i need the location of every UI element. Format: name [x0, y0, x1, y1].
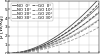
NO 30° — [44, 47, 45, 48]
NO  0° — [18, 52, 20, 53]
GO 10° — [65, 36, 66, 37]
NO 10° — [74, 27, 75, 28]
Line: NO 10°: NO 10° — [8, 6, 99, 53]
NO 30° — [74, 34, 75, 35]
GO 10° — [73, 31, 74, 32]
NO 20° — [37, 48, 38, 49]
Legend: NO  0°, NO 10°, NO 20°, NO 30°, GO  0°, GO 10°, GO 20°, GO 30°: NO 0°, NO 10°, NO 20°, NO 30°, GO 0°, GO… — [11, 3, 53, 21]
GO 20° — [8, 53, 9, 54]
GO  0° — [44, 45, 45, 46]
GO  0° — [8, 53, 9, 54]
NO  0° — [44, 43, 45, 44]
Line: NO 30°: NO 30° — [8, 19, 99, 53]
NO 20° — [65, 36, 66, 37]
Line: GO 10°: GO 10° — [8, 12, 99, 53]
GO 20° — [73, 35, 74, 36]
GO 30° — [74, 39, 75, 40]
NO 30° — [98, 19, 100, 20]
GO 10° — [44, 46, 45, 47]
NO 10° — [65, 33, 66, 34]
GO  0° — [74, 26, 75, 27]
NO 30° — [37, 49, 38, 50]
NO 30° — [18, 52, 20, 53]
Y-axis label: p [W/kg]: p [W/kg] — [0, 16, 4, 38]
GO 10° — [18, 52, 20, 53]
GO 30° — [73, 39, 74, 40]
NO 10° — [98, 6, 100, 7]
NO 30° — [8, 53, 9, 54]
GO 20° — [74, 35, 75, 36]
GO  0° — [18, 52, 20, 53]
NO 20° — [18, 52, 20, 53]
Line: GO 30°: GO 30° — [8, 27, 99, 53]
NO 10° — [73, 27, 74, 28]
NO 20° — [8, 53, 9, 54]
Line: GO 20°: GO 20° — [8, 20, 99, 53]
GO 10° — [8, 53, 9, 54]
GO 10° — [37, 48, 38, 49]
NO 20° — [73, 31, 74, 32]
GO 20° — [37, 49, 38, 50]
NO  0° — [73, 23, 74, 24]
NO 10° — [37, 47, 38, 48]
NO  0° — [37, 46, 38, 47]
GO 30° — [8, 53, 9, 54]
NO  0° — [8, 53, 9, 54]
GO 30° — [65, 42, 66, 43]
GO  0° — [98, 3, 100, 4]
Line: GO  0°: GO 0° — [8, 4, 99, 53]
NO 10° — [18, 52, 20, 53]
GO  0° — [65, 33, 66, 34]
Line: NO 20°: NO 20° — [8, 13, 99, 53]
GO 30° — [37, 50, 38, 51]
NO 10° — [8, 53, 9, 54]
Line: NO  0°: NO 0° — [8, 0, 99, 53]
